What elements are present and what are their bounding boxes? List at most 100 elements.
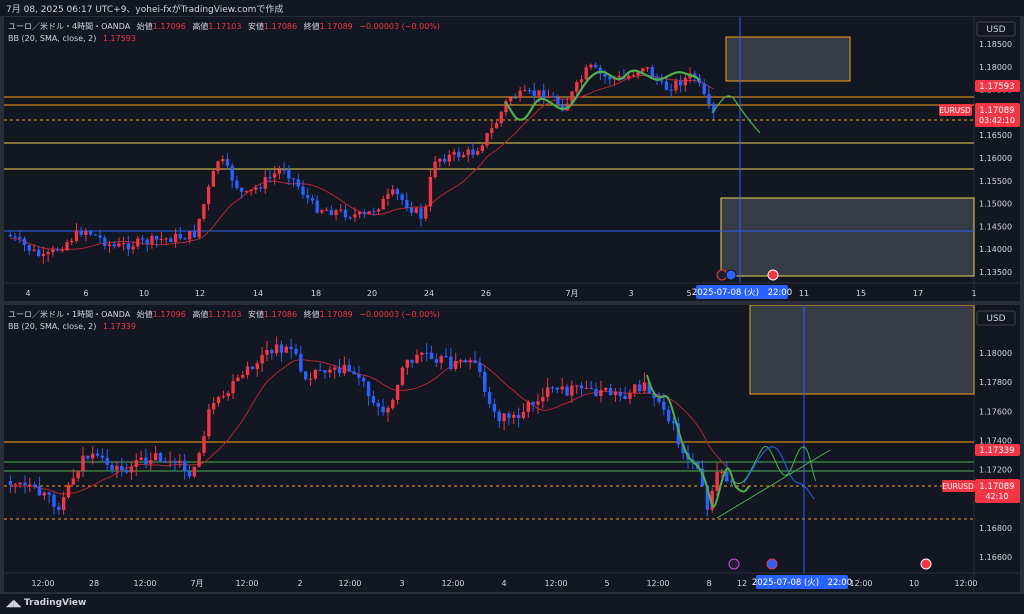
candle-body: [434, 359, 439, 363]
bb-basis-line: [10, 74, 714, 251]
projection-path-2[interactable]: [743, 446, 815, 500]
candle-body: [599, 390, 603, 397]
candle-body: [110, 464, 114, 470]
candle-body: [669, 89, 673, 91]
candle-body: [299, 353, 303, 372]
tradingview-logo-icon[interactable]: ◢◣: [6, 598, 22, 609]
candle-body: [13, 236, 17, 238]
projection-path[interactable]: [711, 95, 761, 134]
candle-body: [371, 396, 376, 403]
candle-body: [258, 187, 263, 189]
candle-body: [134, 460, 138, 467]
candle-body: [409, 207, 414, 213]
candle-body: [93, 234, 97, 236]
currency-label[interactable]: USD: [986, 314, 1005, 324]
candle-body: [710, 490, 714, 510]
candle-body: [13, 484, 17, 486]
candle-body: [65, 242, 69, 251]
projection-path-1[interactable]: [731, 446, 817, 485]
time-axis-label: 3: [628, 289, 633, 298]
bb-price-tag: [975, 444, 1020, 456]
candle-body: [121, 243, 126, 245]
candle-body: [226, 393, 230, 397]
us-flag-icon[interactable]: [920, 558, 932, 570]
time-axis-label: 12:00: [441, 579, 464, 588]
candle-body: [265, 349, 269, 355]
chart-canvas-1h[interactable]: 1.18000 1.17800 1.17600 1.17400 1.17200 1.170…: [4, 305, 1020, 592]
price-axis-label: 1.13500: [979, 268, 1012, 277]
candles-4h: [8, 62, 716, 264]
candle-body: [339, 209, 343, 211]
chart-pane-4h[interactable]: 1.185001.180001.175001.170001.165001.160…: [4, 17, 1020, 301]
candle-body: [144, 457, 148, 464]
supply-zone-box[interactable]: [725, 36, 851, 82]
symbol-tag: [942, 480, 975, 492]
candle-body: [492, 403, 497, 412]
candle-body: [429, 352, 434, 360]
candle-body: [480, 145, 485, 152]
candle-body: [627, 75, 631, 79]
candle-body: [178, 460, 182, 463]
demand-zone-box[interactable]: [720, 197, 975, 277]
candle-body: [163, 461, 167, 463]
candle-body: [386, 194, 390, 199]
currency-label[interactable]: USD: [986, 25, 1005, 35]
candle-body: [657, 398, 661, 402]
candle-body: [400, 194, 404, 200]
supply-zone-box[interactable]: [749, 305, 975, 395]
candle-body: [202, 436, 206, 453]
candle-body: [155, 235, 159, 240]
candle-body: [420, 352, 424, 355]
chart-canvas-4h[interactable]: 1.185001.180001.175001.170001.165001.160…: [4, 17, 1020, 301]
us-flag-icon[interactable]: [767, 269, 779, 281]
candle-body: [376, 402, 380, 407]
chart-pane-1h[interactable]: 1.18000 1.17800 1.17600 1.17400 1.17200 1.170…: [4, 305, 1020, 592]
candle-body: [702, 83, 706, 95]
candle-body: [532, 90, 536, 96]
time-axis-label: 6: [83, 289, 88, 298]
candle-body: [565, 386, 569, 396]
time-axis-label: 3: [399, 579, 404, 588]
top-bar: 7月 08, 2025 06:17 UTC+9、yohei-fxがTrading…: [0, 0, 1024, 16]
candle-body: [315, 200, 319, 213]
candle-body: [145, 239, 149, 245]
bb-basis-path: [10, 359, 732, 495]
trendline[interactable]: [716, 449, 831, 519]
candle-body: [231, 381, 235, 394]
candle-body: [647, 382, 651, 394]
candle-body: [362, 211, 367, 215]
time-axis-label: 11: [799, 289, 809, 298]
price-axis-label: 1.16000: [979, 154, 1012, 163]
lightning-event-icon[interactable]: [728, 558, 740, 570]
candle-body: [260, 354, 264, 364]
candle-body: [268, 177, 272, 179]
time-axis-label: 5: [686, 289, 691, 298]
candle-body: [221, 159, 225, 162]
candle-body: [22, 238, 27, 246]
eu-flag-icon[interactable]: [766, 558, 778, 570]
candle-body: [468, 360, 472, 363]
candle-body: [357, 211, 362, 215]
time-axis-label: 12:00: [646, 579, 669, 588]
candle-body: [249, 189, 253, 192]
candle-body: [499, 112, 503, 124]
wave-annotation[interactable]: [504, 69, 700, 121]
wave-annotation[interactable]: [646, 374, 750, 508]
candle-body: [301, 186, 305, 195]
candle-body: [95, 453, 100, 456]
time-axis-label: 12: [737, 579, 747, 588]
time-axis-label: 12:00: [544, 579, 567, 588]
candle-body: [362, 377, 366, 382]
candle-body: [523, 90, 527, 92]
candle-body: [47, 492, 51, 495]
candle-body: [328, 369, 332, 373]
price-axis-label: 1.15000: [979, 200, 1012, 209]
candle-body: [424, 206, 428, 219]
candle-body: [729, 481, 734, 483]
price-axis-label: 1.18500: [979, 40, 1012, 49]
candle-body: [452, 151, 456, 155]
candle-body: [579, 79, 584, 83]
price-axis[interactable]: [974, 17, 1020, 301]
candle-body: [507, 413, 511, 418]
eu-flag-icon[interactable]: [725, 269, 737, 281]
